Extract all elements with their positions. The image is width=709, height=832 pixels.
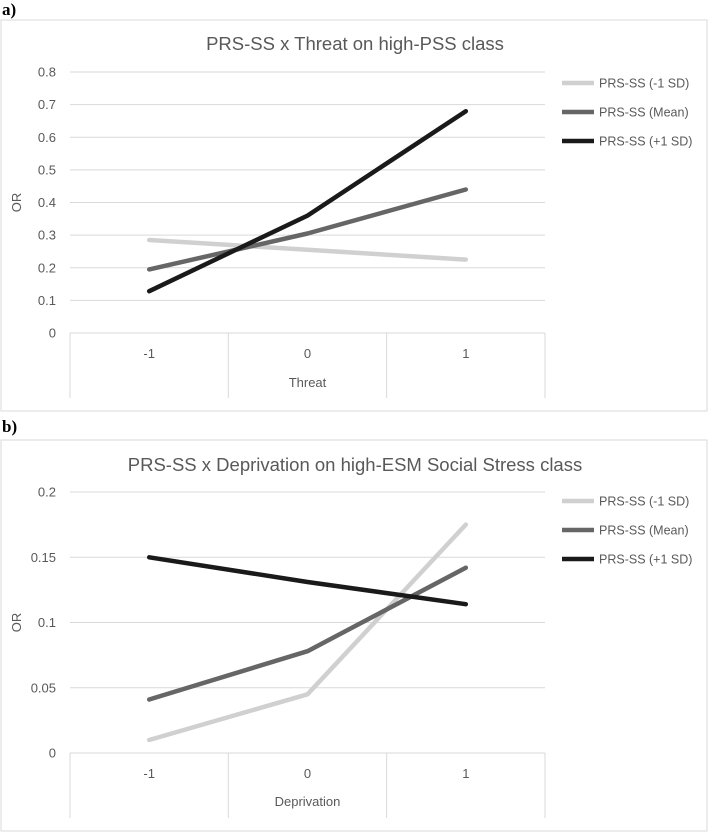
x-tick-label: 0 <box>304 766 311 781</box>
y-tick-label: 0 <box>49 326 56 341</box>
y-tick-label: 0.1 <box>38 293 56 308</box>
y-tick-label: 0.1 <box>38 615 56 630</box>
y-tick-label: 0.8 <box>38 65 56 80</box>
x-tick-label: -1 <box>143 766 155 781</box>
x-axis-label: Threat <box>289 375 327 390</box>
y-tick-label: 0 <box>49 746 56 761</box>
chart-b: 0 0.05 0.1 0.15 0.2 -1 0 1 PRS-SS x Deprivation … <box>0 439 708 832</box>
y-tick-label: 0.5 <box>38 162 56 177</box>
series-line-0 <box>146 522 469 743</box>
x-tick-label: 1 <box>462 766 469 781</box>
x-tick-label: 0 <box>304 346 311 361</box>
legend-entry: PRS-SS (+1 SD) <box>599 135 692 149</box>
series-line-0 <box>146 237 469 262</box>
chart-a: 0 0.1 0.2 0.3 0.4 0.5 0.6 0.7 0.8 -1 0 1 PRS-SS x Th… <box>0 19 708 412</box>
y-tick-label: 0.2 <box>38 485 56 500</box>
y-tick-label: 0.15 <box>31 550 56 565</box>
panel-label-b: b) <box>2 417 18 436</box>
chart-frame <box>0 439 708 832</box>
legend-entry: PRS-SS (Mean) <box>599 524 689 538</box>
chart-title: PRS-SS x Deprivation on high-ESM Social … <box>128 454 582 475</box>
series-line-2 <box>146 108 469 294</box>
x-axis-label: Deprivation <box>275 794 341 809</box>
y-axis-label: OR <box>9 613 24 633</box>
legend-entry: PRS-SS (-1 SD) <box>599 495 689 509</box>
y-tick-label: 0.7 <box>38 97 56 112</box>
series-line-1 <box>146 187 469 272</box>
y-tick-label: 0.2 <box>38 260 56 275</box>
y-tick-label: 0.05 <box>31 680 56 695</box>
legend-entry: PRS-SS (+1 SD) <box>599 553 692 567</box>
x-tick-label: 1 <box>462 346 469 361</box>
chart-title: PRS-SS x Threat on high-PSS class <box>206 33 504 54</box>
y-tick-label: 0.3 <box>38 228 56 243</box>
y-tick-label: 0.6 <box>38 130 56 145</box>
panel-label-a: a) <box>2 0 17 19</box>
legend-entry: PRS-SS (Mean) <box>599 106 689 120</box>
y-axis-label: OR <box>9 193 24 213</box>
y-tick-label: 0.4 <box>38 195 56 210</box>
series-line-2 <box>146 555 469 607</box>
x-tick-label: -1 <box>143 346 155 361</box>
legend-entry: PRS-SS (-1 SD) <box>599 77 689 91</box>
